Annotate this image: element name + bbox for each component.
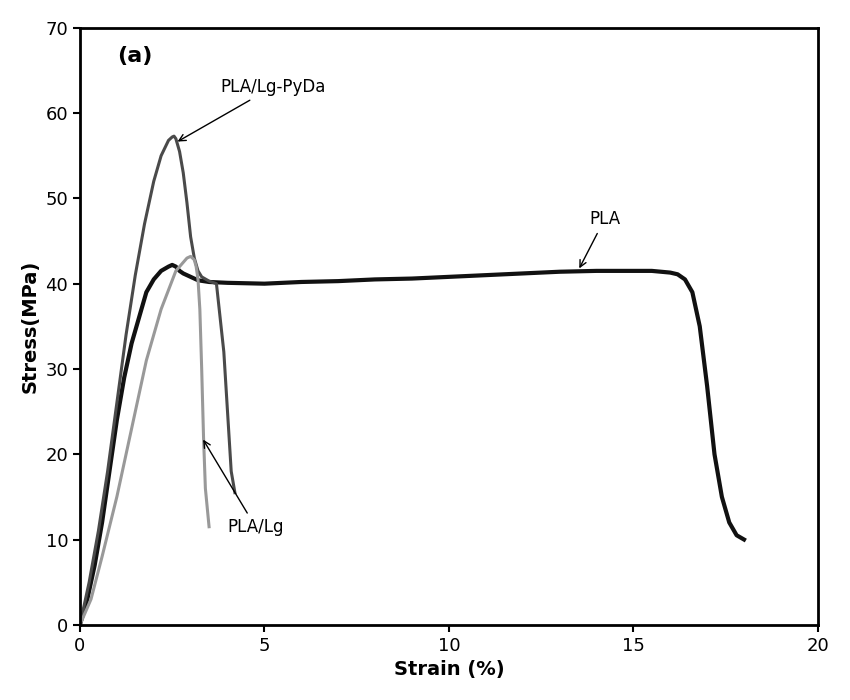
X-axis label: Strain (%): Strain (%) (394, 660, 504, 679)
Text: PLA/Lg: PLA/Lg (204, 441, 284, 536)
Text: (a): (a) (116, 46, 152, 66)
Text: PLA/Lg-PyDa: PLA/Lg-PyDa (178, 78, 326, 141)
Text: PLA: PLA (580, 210, 620, 267)
Y-axis label: Stress(MPa): Stress(MPa) (21, 260, 40, 393)
